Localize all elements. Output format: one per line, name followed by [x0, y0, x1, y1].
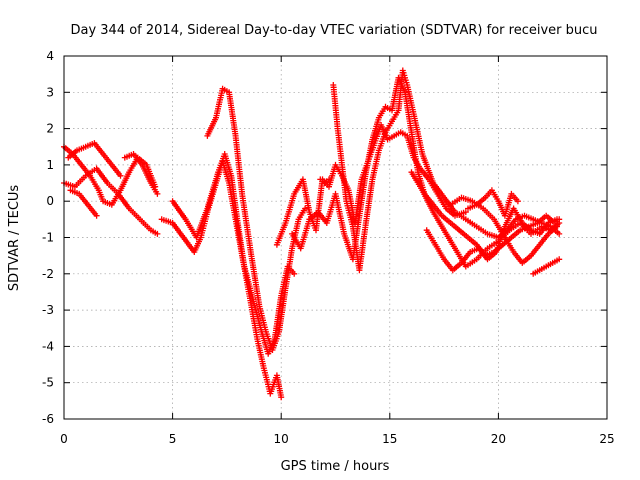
- y-tick-label: 3: [46, 85, 54, 99]
- y-axis-ticks: -6 -5 -4 -3 -2 -1 0 1 2 3 4: [42, 49, 607, 426]
- y-tick-label: -4: [42, 339, 54, 353]
- series-14: [465, 187, 521, 219]
- series-marks: [158, 158, 285, 401]
- y-tick-label: 0: [46, 194, 54, 208]
- series-16: [317, 176, 332, 186]
- x-tick-label: 10: [274, 432, 289, 446]
- series-marks: [169, 151, 298, 357]
- x-tick-label: 0: [60, 432, 68, 446]
- series-marks: [423, 205, 560, 274]
- y-axis-label: SDTVAR / TECUs: [7, 185, 22, 292]
- series-4: [121, 151, 161, 197]
- y-tick-label: -6: [42, 412, 54, 426]
- series-marks: [67, 187, 100, 219]
- x-tick-label: 20: [491, 432, 506, 446]
- y-tick-label: -2: [42, 267, 54, 281]
- y-tick-label: -5: [42, 376, 54, 390]
- x-tick-label: 5: [169, 432, 177, 446]
- series-6: [169, 151, 298, 357]
- series-marks: [530, 256, 563, 277]
- series-5: [158, 158, 285, 401]
- y-tick-label: -1: [42, 231, 54, 245]
- series-2: [65, 140, 124, 179]
- series-13: [447, 194, 560, 266]
- y-tick-label: 4: [46, 49, 54, 63]
- series-12: [423, 205, 560, 274]
- series-15: [530, 256, 563, 277]
- y-tick-label: -3: [42, 303, 54, 317]
- series-marks: [121, 151, 161, 197]
- series-marks: [65, 140, 124, 179]
- chart-title: Day 344 of 2014, Sidereal Day-to-day VTE…: [70, 23, 597, 38]
- x-axis-ticks: 0 5 10 15 20 25: [60, 56, 615, 446]
- x-tick-label: 25: [599, 432, 614, 446]
- series-marks: [317, 176, 332, 186]
- y-tick-label: 2: [46, 122, 54, 136]
- y-tick-label: 1: [46, 158, 54, 172]
- series-7: [204, 85, 309, 353]
- series-marks: [204, 85, 309, 353]
- series-3: [67, 187, 100, 219]
- x-tick-label: 15: [382, 432, 397, 446]
- series-marks: [447, 194, 560, 266]
- x-axis-label: GPS time / hours: [281, 459, 390, 474]
- data-marks: [61, 67, 563, 401]
- series-marks: [465, 187, 521, 219]
